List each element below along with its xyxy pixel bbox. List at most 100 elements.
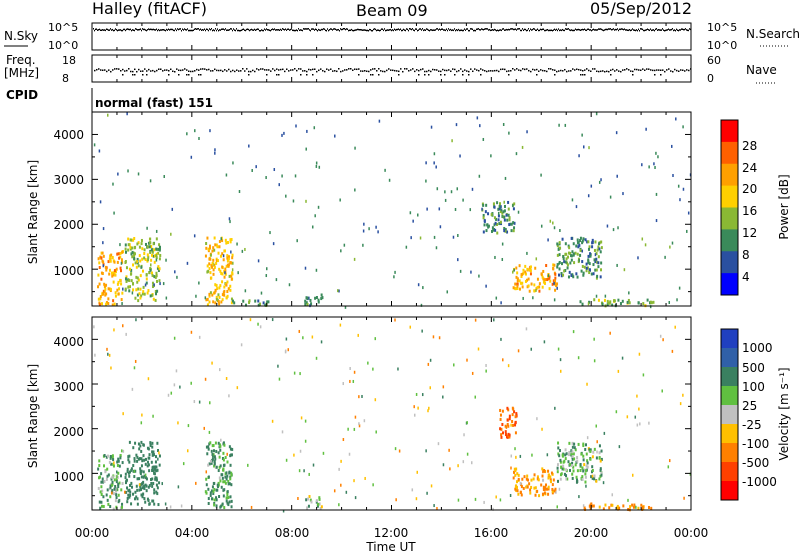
nsky-point	[118, 29, 119, 31]
power-cell-sparse	[655, 151, 657, 155]
power-cell	[133, 246, 136, 250]
freq-point	[380, 70, 382, 72]
velocity-cell-sparse	[421, 329, 423, 333]
velocity-cell	[155, 465, 158, 469]
power-cell-sparse	[556, 286, 558, 290]
nsky-point	[235, 29, 236, 32]
velocity-colorbar-frame	[720, 328, 739, 501]
nsky-point	[645, 29, 646, 31]
velocity-cell	[553, 489, 556, 493]
nsky-point	[407, 28, 408, 31]
nsky-point	[119, 29, 120, 31]
power-cell	[533, 289, 536, 293]
velocity-cell-sparse	[578, 495, 580, 499]
power-cell-sparse	[644, 243, 647, 247]
freq-point	[580, 69, 582, 71]
velocity-cell	[556, 463, 559, 467]
velocity-cell-sparse	[124, 490, 126, 494]
power-cell-sparse	[146, 226, 148, 230]
freq-point	[246, 68, 248, 70]
power-cell-sparse	[547, 238, 549, 242]
velocity-cell	[226, 474, 229, 478]
freq-point	[624, 69, 626, 71]
freq-point	[194, 70, 196, 72]
nsky-point	[466, 28, 467, 30]
velocity-cell-sparse	[638, 352, 641, 356]
nsky-point	[405, 29, 406, 32]
x-tick-1200: 12:00	[374, 526, 409, 540]
freq-point	[260, 68, 262, 70]
freq-point	[432, 68, 434, 71]
nsky-point	[541, 28, 542, 31]
power-cell-sparse	[452, 235, 455, 239]
power-cell-sparse	[292, 199, 295, 203]
velocity-cell	[136, 502, 139, 506]
nave-point	[454, 74, 456, 76]
nsky-point	[467, 28, 468, 30]
power-cell	[215, 295, 218, 299]
power-cell	[141, 247, 144, 251]
velocity-cell-sparse	[433, 504, 435, 508]
power-cell	[516, 282, 519, 286]
velocity-cell-sparse	[282, 509, 285, 513]
velocity-cell	[151, 453, 154, 457]
power-cell	[306, 303, 309, 307]
velocity-cell-sparse	[596, 450, 598, 454]
power-cell-sparse	[405, 245, 408, 249]
velocity-cell-sparse	[175, 369, 178, 373]
velocity-cell-sparse	[428, 406, 430, 410]
power-cell	[101, 251, 104, 255]
power-cell	[155, 254, 158, 258]
freq-point	[560, 69, 562, 72]
freq-point	[218, 69, 220, 72]
power-cell	[104, 293, 107, 297]
freq-point	[452, 68, 454, 70]
power-cell-sparse	[311, 225, 314, 229]
velocity-cell	[222, 494, 225, 498]
power-cell-sparse	[478, 174, 481, 178]
power-cell	[628, 301, 631, 305]
velocity-cell	[517, 492, 520, 496]
power-cell	[267, 300, 270, 304]
freq-point	[552, 69, 554, 71]
velocity-cell-sparse	[312, 463, 315, 467]
velocity-cell	[144, 462, 147, 466]
power-cell-sparse	[120, 261, 123, 265]
power-cell	[524, 272, 527, 276]
velocity-cell	[508, 433, 511, 437]
nsky-point	[162, 29, 163, 31]
velocity-cell-sparse	[304, 439, 307, 443]
nsky-point	[318, 28, 319, 31]
velocity-cell-sparse	[505, 425, 508, 429]
freq-point	[188, 70, 190, 72]
velocity-cell-sparse	[116, 475, 118, 479]
nsky-point	[399, 29, 400, 31]
velocity-cell	[130, 467, 133, 471]
power-cell	[149, 268, 152, 272]
velocity-cell	[593, 477, 596, 481]
velocity-cell-sparse	[225, 376, 228, 380]
power-cell	[535, 287, 538, 291]
nsky-point	[297, 29, 298, 32]
nsky-point	[498, 29, 499, 32]
nsky-point	[310, 29, 311, 32]
velocity-cell-sparse	[394, 447, 397, 451]
power-cell-sparse	[315, 161, 318, 165]
nave-point	[580, 74, 582, 76]
velocity-cell-sparse	[141, 413, 143, 417]
nsky-point	[220, 29, 221, 31]
power-cell	[229, 288, 232, 292]
power-cell-sparse	[228, 217, 231, 221]
velocity-cell	[207, 475, 210, 479]
power-cell	[231, 272, 234, 276]
nsky-point	[393, 29, 394, 32]
freq-point	[374, 68, 376, 70]
velocity-cell-sparse	[626, 415, 629, 419]
power-cell	[220, 271, 223, 275]
power-cell	[587, 240, 590, 244]
power-cell	[212, 258, 215, 262]
beam-title: Beam 09	[356, 1, 428, 20]
power-cell-sparse	[455, 123, 458, 127]
freq-point	[256, 68, 258, 70]
power-cell	[135, 288, 138, 292]
